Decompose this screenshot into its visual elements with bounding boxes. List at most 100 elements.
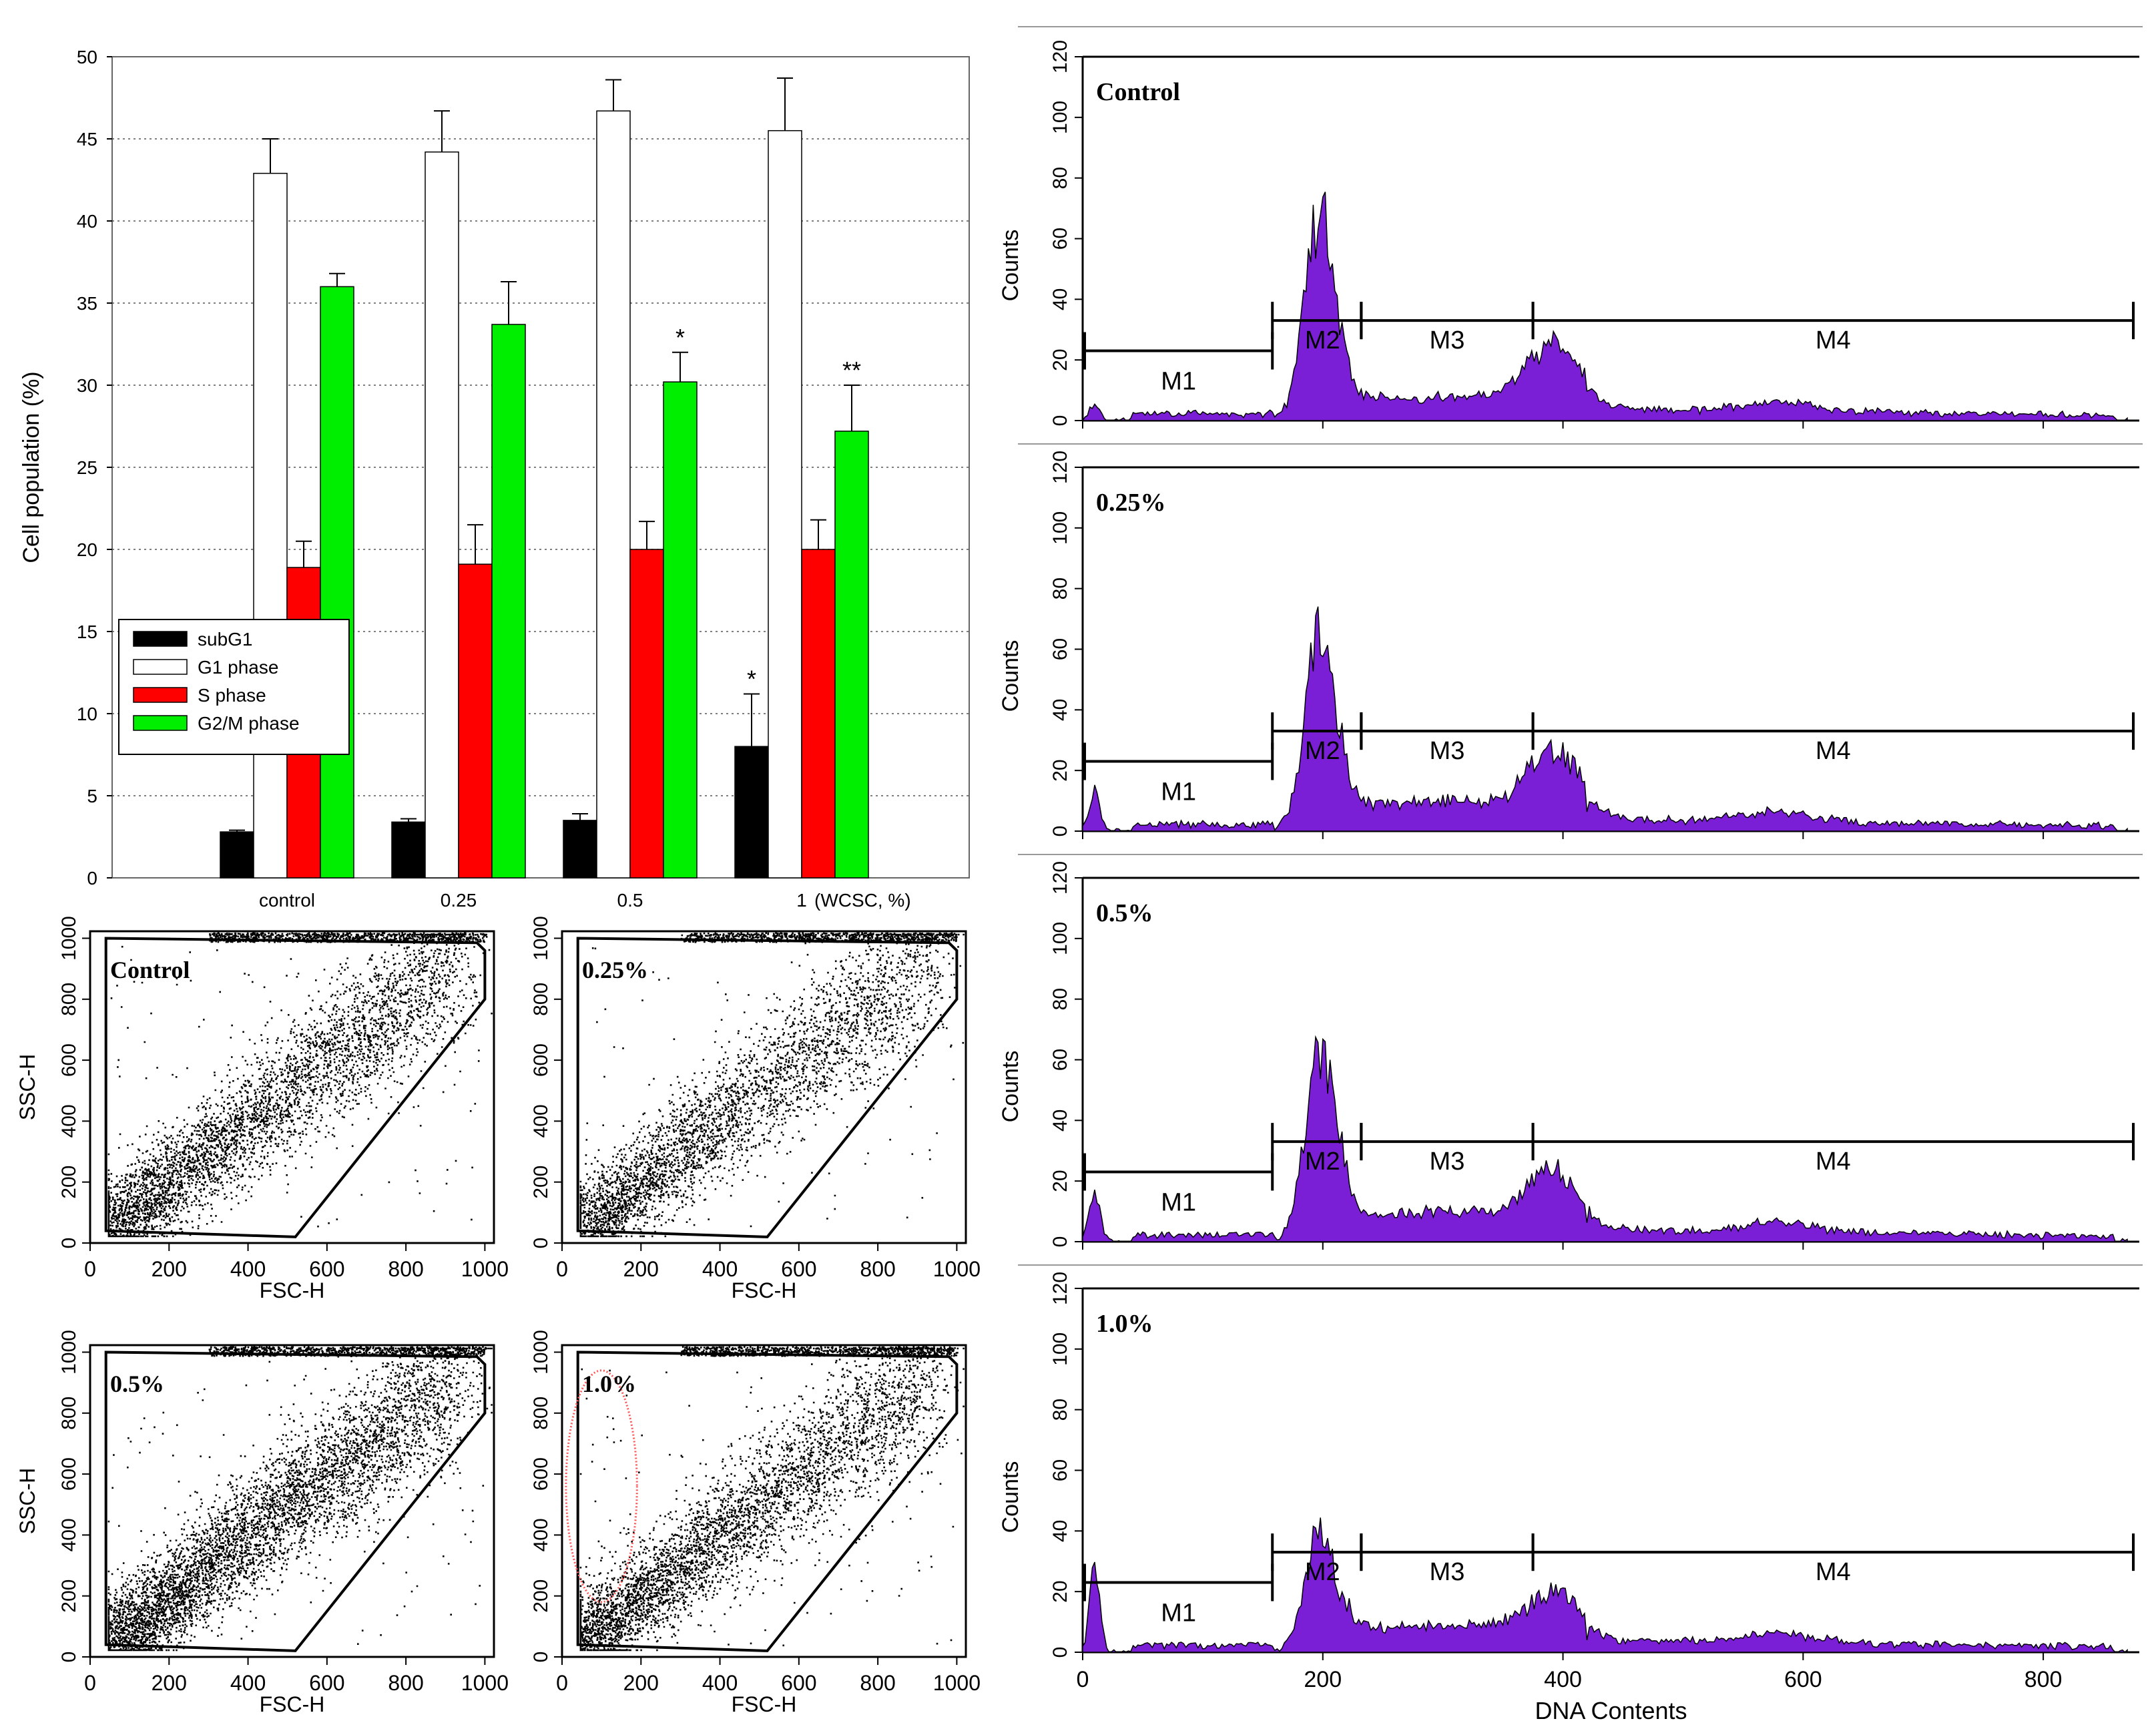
x-tick-label: 400	[702, 1671, 738, 1695]
y-tick-label: 0	[1049, 1236, 1071, 1248]
x-tick-label: 600	[781, 1671, 816, 1695]
y-tick-label: 0	[87, 868, 97, 889]
y-axis-label: Counts	[998, 640, 1023, 712]
y-tick-label: 20	[1049, 1580, 1071, 1602]
y-tick-label: 1000	[530, 916, 552, 961]
y-tick-label: 100	[1049, 101, 1071, 134]
bar-sphase	[458, 563, 493, 879]
gate-polygon	[576, 1350, 959, 1652]
x-category-label: 0.5	[617, 890, 643, 911]
y-tick-label: 20	[1049, 348, 1071, 370]
y-tick-label: 40	[77, 211, 97, 232]
y-axis-label: SSC-H	[15, 1468, 39, 1535]
bar-subg1	[563, 820, 597, 879]
y-tick-label: 100	[1049, 922, 1071, 955]
y-tick-label: 800	[530, 983, 552, 1016]
gate-polygon	[576, 937, 959, 1238]
legend-label: G1 phase	[198, 657, 278, 678]
legend-label: G2/M phase	[198, 713, 300, 734]
marker-label: M3	[1430, 737, 1465, 765]
bar-g1phase	[768, 130, 802, 879]
y-tick-label: 600	[58, 1043, 80, 1077]
y-tick-label: 25	[77, 457, 97, 478]
y-tick-label: 10	[77, 704, 97, 724]
legend-swatch	[133, 659, 188, 675]
x-axis-label: FSC-H	[732, 1278, 797, 1302]
marker-label: M3	[1430, 326, 1465, 354]
x-tick-label: 800	[2025, 1667, 2063, 1692]
y-tick-label: 80	[1049, 577, 1071, 599]
y-axis-label: Counts	[998, 1461, 1023, 1533]
y-axis-label: SSC-H	[15, 1054, 39, 1121]
marker-label: M4	[1816, 737, 1851, 765]
y-tick-label: 40	[1049, 1520, 1071, 1542]
scatter-points	[107, 1346, 493, 1652]
marker-label: M3	[1430, 1148, 1465, 1176]
histogram-panel: 0 20 40 60 80 100 120 0 200 400 600 800 Counts M1 M2 M3…	[998, 1272, 2139, 1724]
y-axis-label: Counts	[998, 1051, 1023, 1123]
highlight-ellipse	[565, 1369, 638, 1603]
x-tick-label: 800	[388, 1671, 423, 1695]
marker-label: M4	[1816, 326, 1851, 354]
histogram-area	[1081, 192, 2128, 421]
scatter-points	[107, 932, 493, 1238]
marker-label: M1	[1161, 1189, 1196, 1217]
y-tick-label: 60	[1049, 228, 1071, 250]
y-tick-label: 0	[1049, 415, 1071, 427]
y-tick-label: 200	[530, 1579, 552, 1613]
x-tick-label: 800	[860, 1257, 895, 1281]
y-tick-label: 60	[1049, 1049, 1071, 1071]
significance-marker: **	[842, 356, 861, 384]
y-tick-label: 800	[58, 983, 80, 1016]
y-tick-label: 40	[1049, 699, 1071, 721]
x-category-label: 1	[796, 890, 807, 911]
significance-marker: *	[747, 665, 756, 692]
marker-label: M1	[1161, 368, 1196, 396]
y-tick-label: 600	[530, 1043, 552, 1077]
bar-g1phase	[425, 151, 459, 879]
x-tick-label: 1000	[461, 1257, 509, 1281]
y-tick-label: 0	[1049, 1647, 1071, 1658]
marker-label: M1	[1161, 1599, 1196, 1628]
histogram-panel-label: 1.0%	[1096, 1310, 1153, 1338]
y-tick-label: 60	[1049, 638, 1071, 660]
x-tick-label: 200	[152, 1257, 187, 1281]
y-tick-label: 200	[530, 1166, 552, 1199]
scatter-points	[579, 932, 965, 1238]
y-tick-label: 120	[1049, 1272, 1071, 1305]
x-tick-label: 800	[860, 1671, 895, 1695]
histogram-panel: 0 20 40 60 80 100 120 Counts M1 M2 M3 M4 0.25%	[998, 451, 2143, 855]
marker-label: M2	[1305, 737, 1340, 765]
scatter-panel: 1.0% 0 200 400 600 800 1000 0 200 400 600 800 1000 FS…	[530, 1330, 981, 1716]
y-tick-label: 1000	[58, 1330, 80, 1375]
scatter-panel: 0.5% 0 200 400 600 800 1000 0 200 400 600 800 1000 FS…	[15, 1330, 509, 1716]
marker-label: M1	[1161, 778, 1196, 806]
marker-label: M2	[1305, 1148, 1340, 1176]
x-tick-label: 600	[1784, 1667, 1822, 1692]
histogram-stack: 0 20 40 60 80 100 120 Counts M1 M2 M3 M4 Control 0 20 4…	[998, 26, 2143, 1724]
bar-g2mphase	[491, 324, 526, 879]
legend-swatch	[133, 631, 188, 647]
bar-g1phase	[253, 172, 288, 879]
histogram-panel-label: Control	[1096, 78, 1180, 106]
y-tick-label: 400	[530, 1518, 552, 1551]
y-tick-label: 400	[58, 1518, 80, 1551]
x-tick-label: 1000	[461, 1671, 509, 1695]
y-tick-label: 80	[1049, 167, 1071, 189]
scatter-grid: Control 0 200 400 600 800 1000 0 200 400 600 800 100…	[15, 916, 981, 1716]
bar-subg1	[220, 831, 254, 879]
scatter-frame	[561, 1344, 967, 1658]
y-tick-label: 80	[1049, 988, 1071, 1010]
y-tick-label: 35	[77, 293, 97, 314]
y-tick-label: 0	[1049, 826, 1071, 837]
y-tick-label: 30	[77, 375, 97, 396]
y-tick-label: 20	[1049, 759, 1071, 781]
y-tick-label: 0	[58, 1238, 80, 1249]
y-tick-label: 120	[1049, 451, 1071, 484]
histogram-area	[1082, 1035, 2128, 1242]
scatter-panel: 0.25% 0 200 400 600 800 1000 0 200 400 600 800 1000 F…	[530, 916, 981, 1302]
marker-label: M2	[1305, 326, 1340, 354]
gate-polygon	[104, 1350, 487, 1652]
y-tick-label: 120	[1049, 861, 1071, 895]
y-tick-label: 80	[1049, 1399, 1071, 1421]
